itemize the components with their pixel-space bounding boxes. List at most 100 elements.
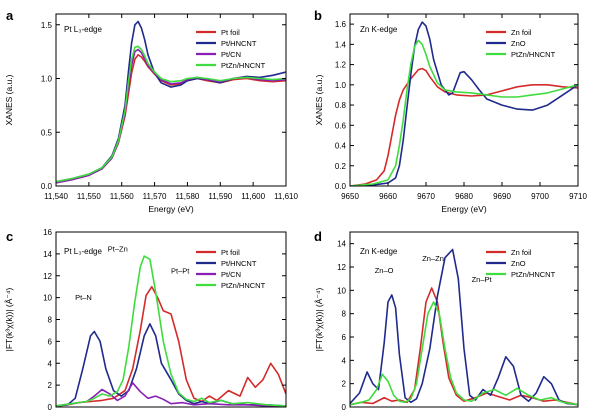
y-tick-label: 8 — [342, 310, 347, 319]
y-tick-label: 1.6 — [335, 20, 347, 29]
plot-frame — [349, 13, 579, 187]
legend-entry: ZnO — [511, 259, 526, 268]
x-tick-label: 11,590 — [208, 192, 232, 201]
legend-entry: Pt/HNCNT — [221, 39, 257, 48]
y-tick-label: 8 — [48, 316, 53, 325]
legend-entry: PtZn/HNCNT — [511, 50, 556, 59]
series-line-zno — [350, 248, 578, 406]
legend: Pt foil Pt/HNCNT Pt/CN PtZn/HNCNT — [196, 248, 266, 290]
legend: Pt foil Pt/HNCNT Pt/CN PtZn/HNCNT — [196, 28, 266, 70]
y-tick-label: 10 — [337, 286, 346, 295]
y-axis-label: XANES (a.u.) — [4, 74, 14, 125]
legend-entry: ZnO — [511, 39, 526, 48]
series-line-ptzn-hncnt — [350, 301, 578, 406]
legend-entry: Zn foil — [511, 248, 532, 257]
peak-annotation: Zn–O — [375, 266, 394, 275]
series-line-zn-foil — [350, 67, 578, 186]
peak-annotation: Zn–Zn — [422, 254, 444, 263]
legend-entry: PtZn/HNCNT — [221, 61, 266, 70]
y-tick-label: 14 — [43, 250, 52, 259]
series-group — [56, 20, 286, 184]
series-line-zn-foil — [350, 287, 578, 406]
edge-label: Pt L₃-edge — [64, 247, 103, 256]
x-tick-label: 9650 — [341, 192, 359, 201]
legend-entry: Pt/CN — [221, 50, 241, 59]
y-axis-label: |FT(k³χ(k))| (Å⁻⁴) — [4, 287, 14, 351]
y-tick-label: 12 — [337, 263, 346, 272]
x-tick-label: 11,560 — [110, 192, 134, 201]
y-tick-label: 2 — [342, 380, 347, 389]
legend-entry: Zn foil — [511, 28, 532, 37]
series-line-pt-hncnt — [56, 323, 286, 407]
x-tick-label: 9660 — [379, 192, 397, 201]
panel-b: 0.0 0.2 0.4 0.6 0.8 1.0 1.2 1.4 1.6 9650 9660 9670 9… — [314, 8, 587, 214]
legend-entry: PtZn/HNCNT — [511, 270, 556, 279]
y-tick-label: 1.0 — [41, 75, 53, 84]
legend-entry: Pt foil — [221, 28, 240, 37]
series-group — [350, 21, 578, 186]
plot-frame — [349, 231, 579, 408]
x-tick-label: 9690 — [493, 192, 511, 201]
y-tick-label: 1.0 — [335, 81, 347, 90]
x-tick-label: 11,570 — [143, 192, 167, 201]
y-tick-label: 0.8 — [335, 101, 347, 110]
panel-a: 0.0 0.5 1.0 1.5 11,540 11,550 11,560 11,570 11,5… — [4, 8, 298, 214]
y-tick-label: 0.2 — [335, 162, 347, 171]
x-axis-label: Energy (eV) — [148, 204, 194, 214]
y-tick-label: 6 — [48, 337, 53, 346]
x-tick-label: 11,580 — [175, 192, 199, 201]
y-tick-label: 0.0 — [335, 182, 347, 191]
edge-label: Zn K-edge — [360, 25, 398, 34]
series-line-pt-foil — [56, 54, 286, 184]
x-tick-label: 9680 — [455, 192, 473, 201]
y-tick-label: 6 — [342, 333, 347, 342]
y-tick-label: 0 — [342, 403, 347, 412]
series-line-ptzn-hncnt — [350, 39, 578, 186]
panel-letter-c: c — [6, 229, 13, 244]
y-tick-label: 1.4 — [335, 40, 347, 49]
y-tick-label: 14 — [337, 240, 346, 249]
y-tick-label: 16 — [43, 228, 52, 237]
x-tick-label: 9710 — [569, 192, 587, 201]
y-tick-label: 10 — [43, 294, 52, 303]
legend-entry: Pt/HNCNT — [221, 259, 257, 268]
y-tick-label: 0.6 — [335, 121, 347, 130]
y-tick-label: 0.5 — [41, 128, 53, 137]
peak-annotation: Zn–Pt — [472, 275, 493, 284]
y-tick-label: 2 — [48, 381, 53, 390]
x-tick-label: 11,540 — [44, 192, 68, 201]
series-line-pt-cn — [56, 382, 286, 407]
panel-c: 0 2 4 6 8 10 12 14 16 c Pt L₃-edge |FT(k³χ(k))| (Å⁻… — [4, 228, 287, 412]
peak-annotation: Pt–Zn — [108, 245, 128, 254]
series-group — [350, 248, 578, 406]
panel-d: 0 2 4 6 8 10 12 14 d Zn K-edge |FT(k³χ(k))| (Å⁻⁴) Z… — [314, 229, 579, 412]
legend: Zn foil ZnO PtZn/HNCNT — [486, 28, 556, 59]
y-tick-label: 4 — [342, 356, 347, 365]
peak-annotation: Pt–Pt — [171, 267, 190, 276]
x-tick-label: 11,610 — [274, 192, 298, 201]
panel-letter-d: d — [314, 229, 322, 244]
edge-label: Pt L₃-edge — [64, 25, 103, 34]
panel-letter-b: b — [314, 8, 322, 23]
legend-entry: PtZn/HNCNT — [221, 281, 266, 290]
x-tick-label: 11,600 — [241, 192, 265, 201]
edge-label: Zn K-edge — [360, 247, 398, 256]
y-tick-label: 0.0 — [41, 182, 53, 191]
y-tick-label: 12 — [43, 272, 52, 281]
x-tick-label: 9700 — [531, 192, 549, 201]
y-axis-label: |FT(k³χ(k))| (Å⁻⁴) — [314, 287, 324, 351]
y-tick-label: 1.5 — [41, 21, 53, 30]
legend-entry: Pt foil — [221, 248, 240, 257]
series-line-ptzn-hncnt — [56, 255, 286, 407]
x-axis-label: Energy (eV) — [441, 204, 487, 214]
y-axis-label: XANES (a.u.) — [314, 74, 324, 125]
peak-annotation: Pt–N — [75, 293, 92, 302]
series-line-zno — [350, 21, 578, 186]
panel-letter-a: a — [6, 8, 14, 23]
x-tick-label: 11,550 — [77, 192, 101, 201]
series-line-ptzn-hncnt — [56, 45, 286, 183]
series-group — [56, 255, 286, 407]
x-tick-label: 9670 — [417, 192, 435, 201]
series-line-pt-foil — [56, 285, 286, 407]
